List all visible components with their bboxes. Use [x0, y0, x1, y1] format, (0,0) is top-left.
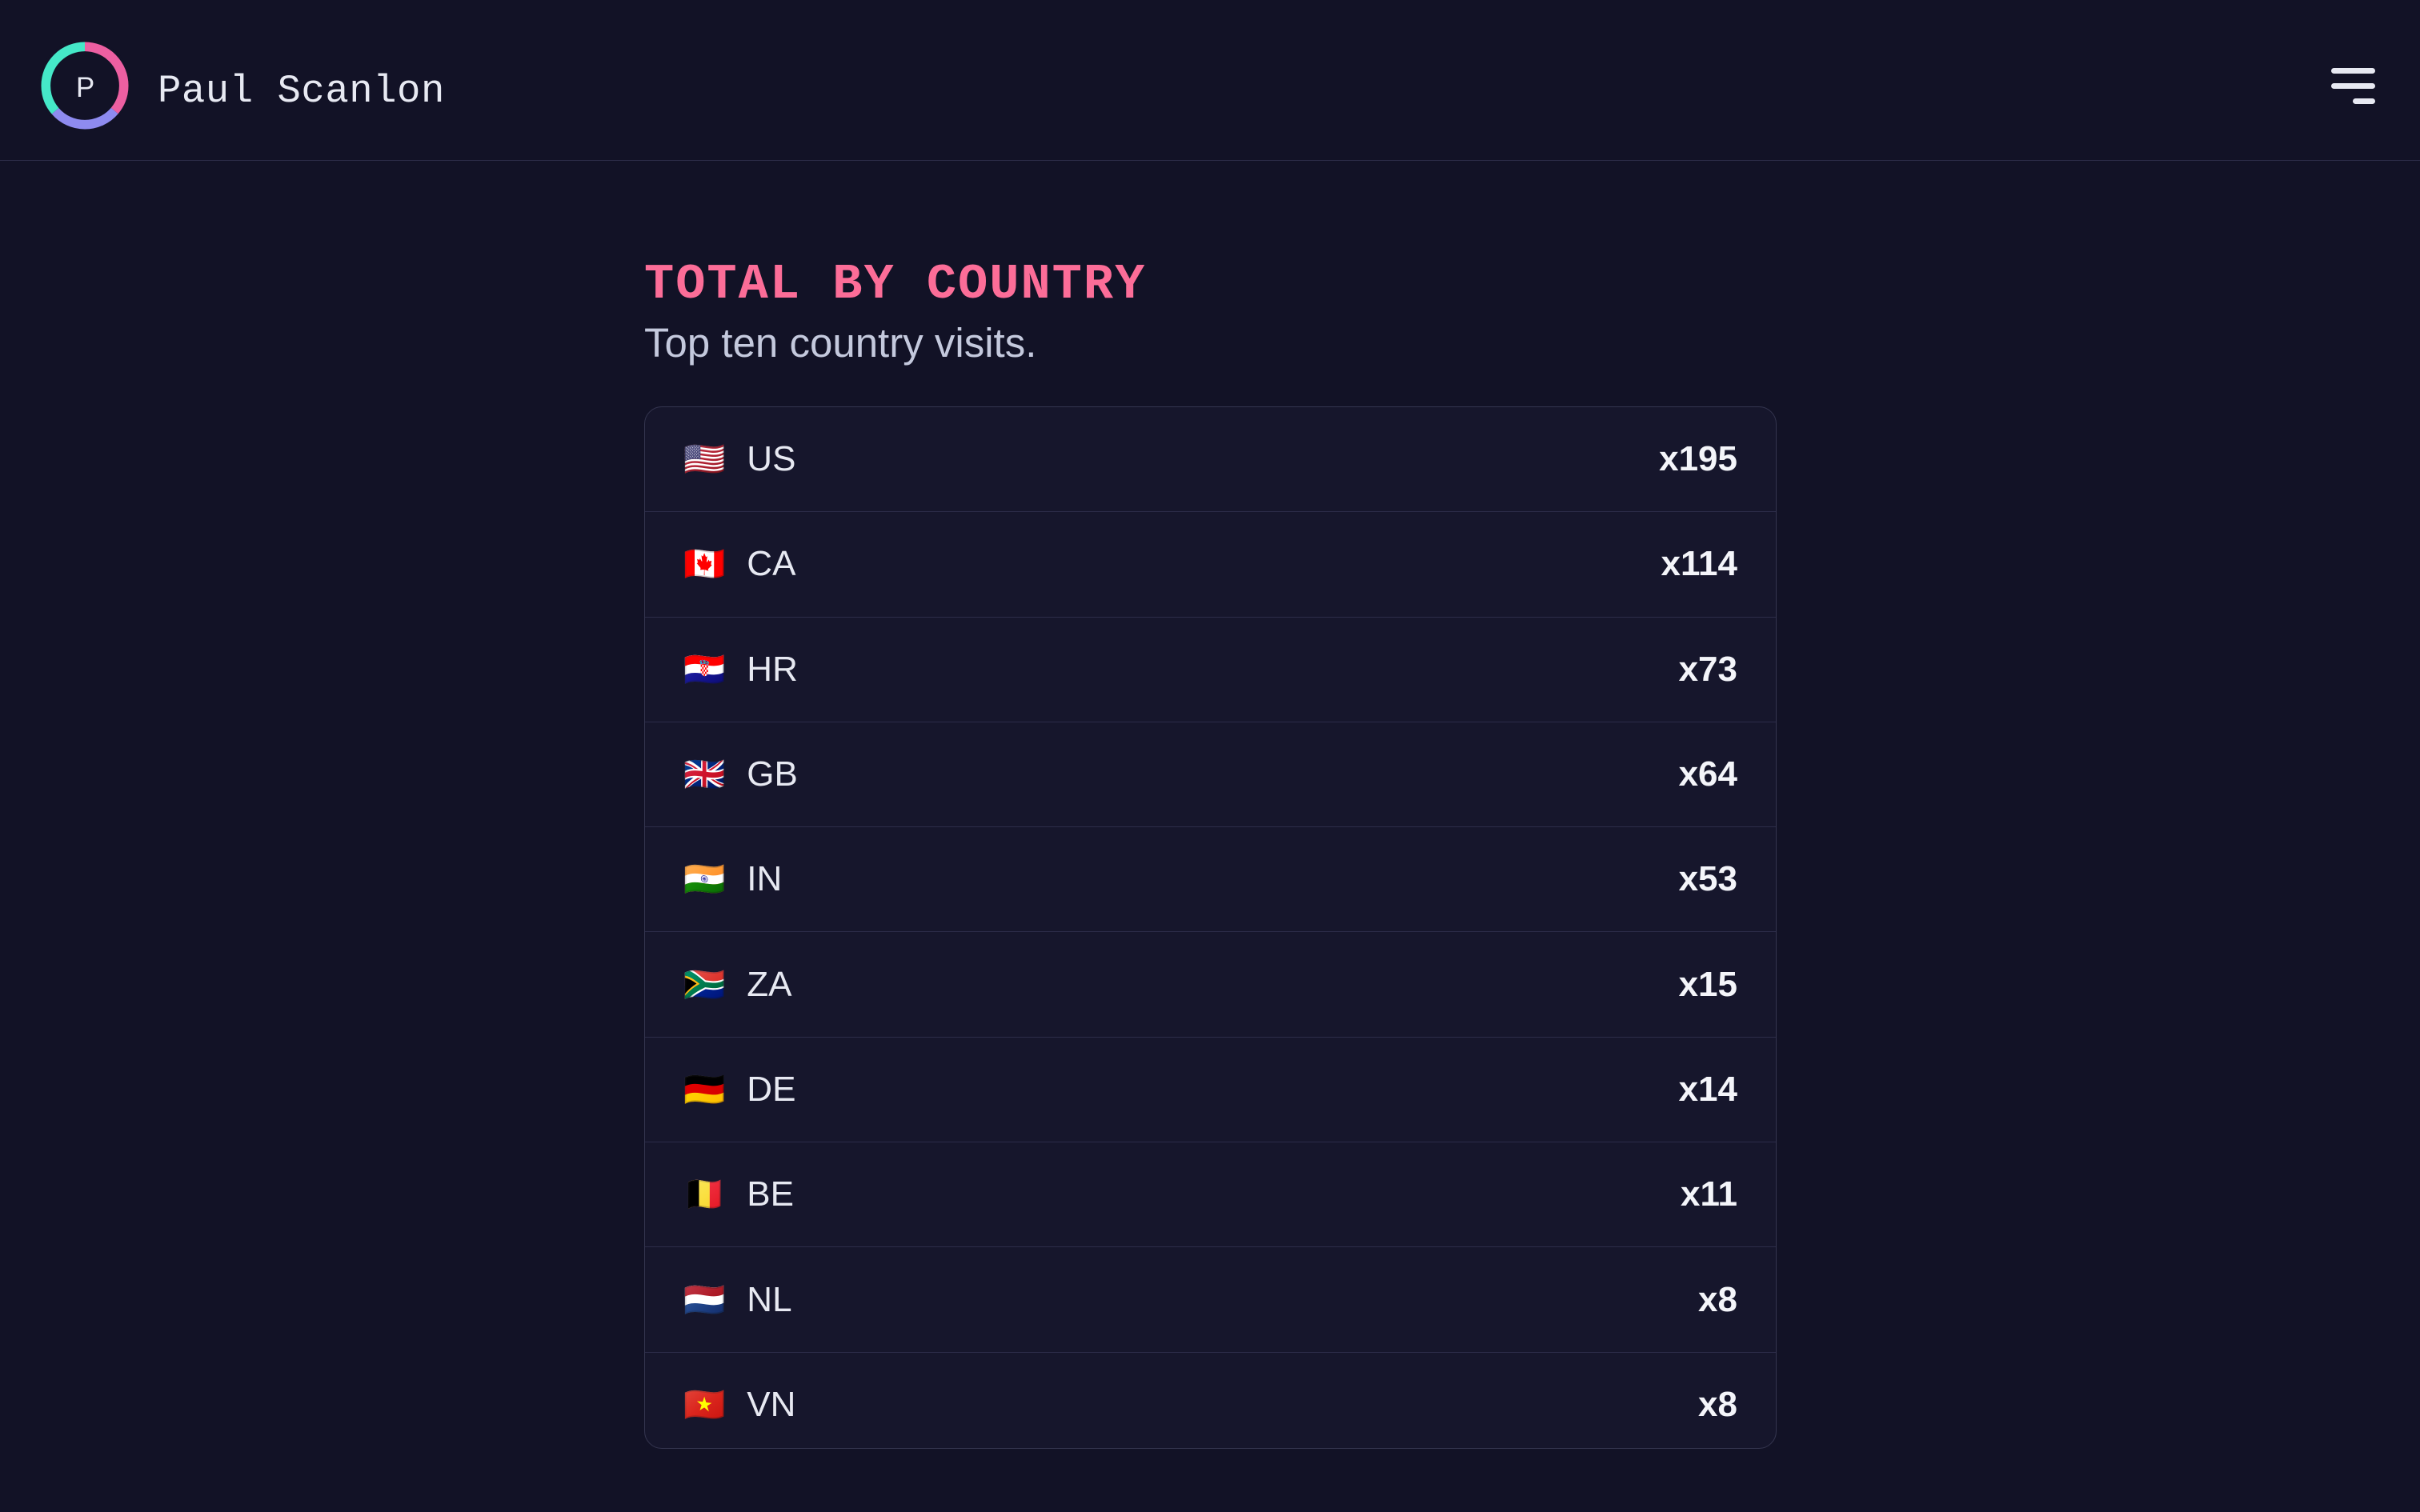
svg-text:P: P	[76, 72, 94, 103]
